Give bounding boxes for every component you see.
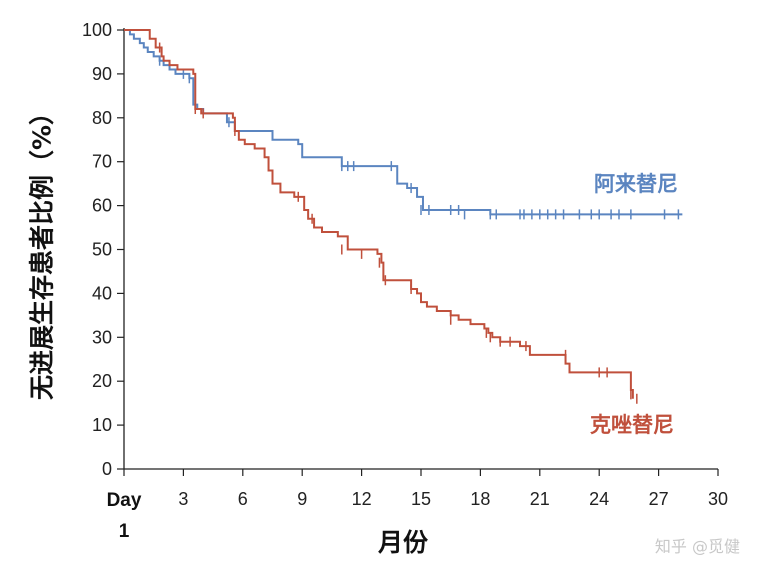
y-axis-title: 无进展生存患者比例（%） — [28, 100, 57, 400]
x-axis-title: 月份 — [377, 528, 428, 557]
x-tick-label: 21 — [530, 489, 550, 509]
y-tick-label: 70 — [92, 152, 112, 172]
x-tick-label: 6 — [238, 489, 248, 509]
x-tick-label-day: Day — [107, 490, 142, 511]
x-tick-label: 15 — [411, 489, 431, 509]
y-tick-label: 30 — [92, 327, 112, 347]
y-tick-label: 50 — [92, 240, 112, 260]
x-tick-label: 9 — [297, 489, 307, 509]
x-tick-label: 27 — [649, 489, 669, 509]
y-tick-label: 100 — [82, 20, 112, 40]
y-tick-label: 90 — [92, 64, 112, 84]
y-tick-label: 10 — [92, 415, 112, 435]
y-tick-label: 40 — [92, 283, 112, 303]
x-tick-label: 18 — [470, 489, 490, 509]
x-tick-label: 3 — [178, 489, 188, 509]
y-tick-label: 60 — [92, 196, 112, 216]
y-tick-label: 80 — [92, 108, 112, 128]
watermark-text: 知乎 @觅健 — [655, 537, 740, 556]
y-tick-label: 0 — [102, 459, 112, 479]
x-tick-label: 12 — [352, 489, 372, 509]
x-tick-label-day-number: 1 — [119, 521, 130, 542]
y-tick-label: 20 — [92, 371, 112, 391]
x-tick-label: 24 — [589, 489, 609, 509]
label-crizotinib: 克唑替尼 — [590, 413, 674, 437]
label-alectinib: 阿来替尼 — [594, 172, 678, 196]
x-tick-label: 30 — [708, 489, 728, 509]
